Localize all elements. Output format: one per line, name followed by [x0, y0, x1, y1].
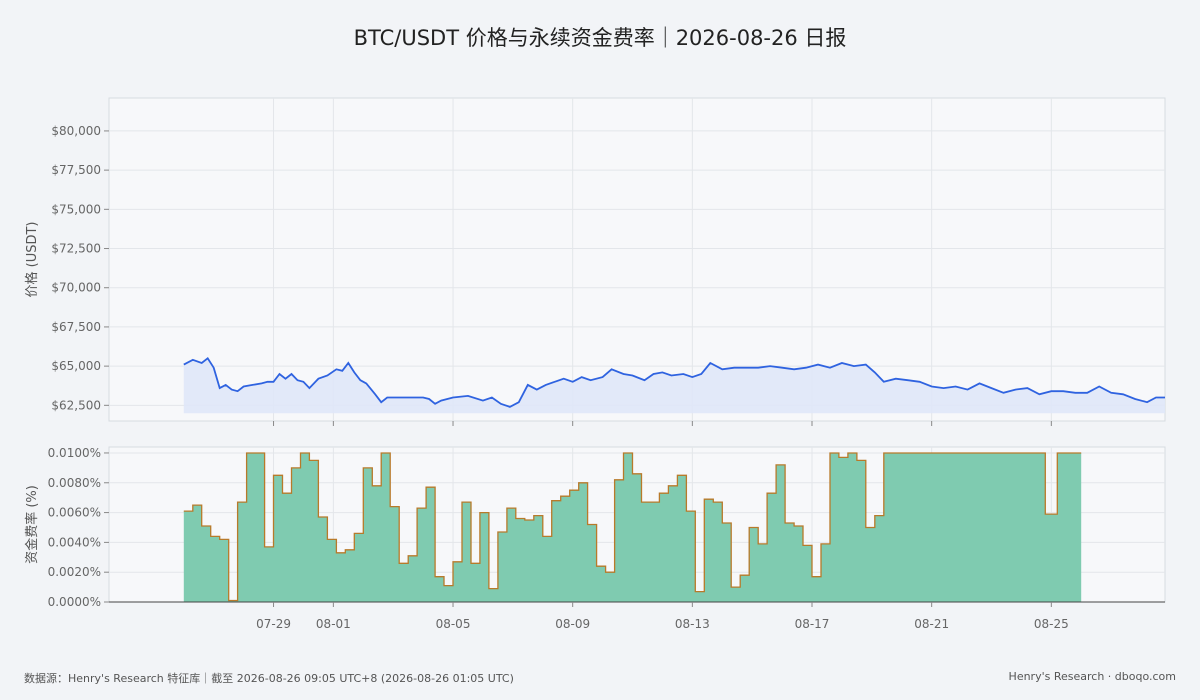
- funding-y-ticks: 0.0000% 0.0020% 0.0040% 0.0060% 0.0080% 0.010…: [48, 446, 109, 609]
- y-tick-label: $75,000: [51, 202, 101, 216]
- x-tick-label: 07-29: [256, 617, 291, 631]
- y-tick-label: 0.0000%: [48, 595, 101, 609]
- x-tick-label: 08-09: [555, 617, 590, 631]
- y-tick-label: 0.0100%: [48, 446, 101, 460]
- x-tick-label: 08-13: [675, 617, 710, 631]
- funding-line: [183, 452, 1082, 602]
- y-tick-label: $72,500: [51, 242, 101, 256]
- x-tick-label: 08-21: [914, 617, 949, 631]
- x-tick-label: 08-25: [1034, 617, 1069, 631]
- funding-x-ticks: 07-29 08-01 08-05 08-09 08-13 08-17 08-21 08-25: [256, 602, 1069, 631]
- price-line: [183, 356, 1165, 408]
- price-y-label: 价格 (USDT): [24, 222, 40, 298]
- price-panel-bg: [108, 97, 1166, 422]
- y-tick-label: $65,000: [51, 359, 101, 373]
- footer-source: 数据源：Henry's Research 特征库｜截至 2026-08-26 0…: [24, 672, 514, 685]
- price-x-ticks: [273, 421, 1052, 426]
- funding-area: [183, 453, 1082, 602]
- x-tick-label: 08-01: [316, 617, 351, 631]
- y-tick-label: $77,500: [51, 163, 101, 177]
- y-tick-label: 0.0060%: [48, 506, 101, 520]
- footer-brand: Henry's Research · dboqo.com: [1008, 670, 1176, 683]
- price-y-ticks: $62,500 $65,000 $67,500 $70,000 $72,500 $75,0…: [51, 124, 109, 412]
- x-tick-label: 08-05: [436, 617, 471, 631]
- price-grid: [109, 98, 1165, 421]
- y-tick-label: 0.0040%: [48, 535, 101, 549]
- y-tick-label: 0.0020%: [48, 565, 101, 579]
- x-tick-label: 08-17: [795, 617, 830, 631]
- y-tick-label: $62,500: [51, 398, 101, 412]
- y-tick-label: $70,000: [51, 281, 101, 295]
- y-tick-label: 0.0080%: [48, 476, 101, 490]
- funding-y-label: 资金费率 (%): [24, 485, 40, 564]
- y-tick-label: $67,500: [51, 320, 101, 334]
- y-tick-label: $80,000: [51, 124, 101, 138]
- chart-title: BTC/USDT 价格与永续资金费率｜2026-08-26 日报: [353, 26, 847, 50]
